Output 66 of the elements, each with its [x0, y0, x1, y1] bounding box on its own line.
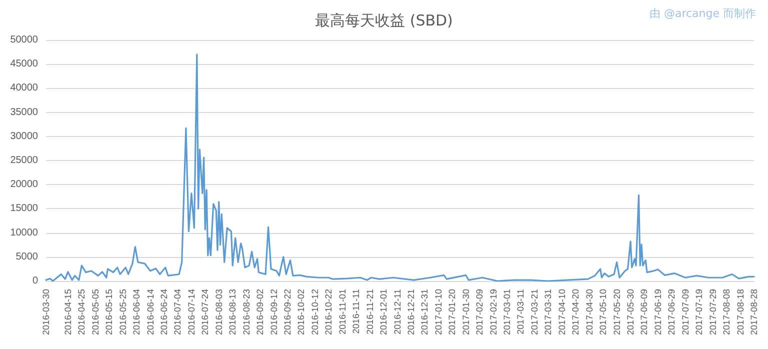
- x-tick-label: 2017-05-30: [626, 289, 636, 336]
- x-tick-label: 2016-12-31: [420, 289, 430, 336]
- x-tick-label: 2017-05-20: [612, 289, 622, 336]
- line-series: [45, 54, 755, 282]
- y-tick-label: 45000: [10, 58, 38, 70]
- x-tick-label: 2016-07-24: [200, 289, 210, 336]
- y-tick-label: 10000: [10, 227, 38, 238]
- y-tick-label: 20000: [10, 179, 38, 190]
- x-tick-label: 2016-08-03: [214, 289, 224, 336]
- x-tick-label: 2016-09-12: [268, 289, 279, 336]
- x-tick-label: 2017-03-11: [516, 289, 526, 334]
- x-tick-label: 2016-07-04: [172, 289, 183, 336]
- x-tick-label: 2016-08-23: [241, 289, 252, 336]
- x-tick-label: 2017-06-19: [652, 289, 663, 336]
- x-tick-label: 2017-03-01: [502, 289, 512, 336]
- x-tick-label: 2017-08-28: [749, 289, 759, 336]
- x-tick-label: 2017-08-18: [735, 289, 746, 336]
- x-tick-label: 2017-06-09: [639, 289, 650, 336]
- x-tick-label: 2017-02-09: [474, 289, 485, 336]
- x-tick-label: 2016-04-15: [62, 289, 73, 336]
- x-tick-label: 2016-11-01: [337, 289, 348, 334]
- y-tick-label: 5000: [16, 251, 38, 262]
- x-tick-label: 2016-04-25: [76, 289, 87, 336]
- y-tick-label: 15000: [10, 203, 38, 214]
- y-tick-label: 40000: [10, 82, 38, 94]
- x-tick-label: 2017-03-21: [529, 289, 540, 336]
- x-tick-label: 2017-07-09: [680, 289, 690, 336]
- x-tick-label: 2016-03-30: [41, 289, 51, 336]
- x-tick-label: 2016-10-22: [324, 289, 334, 336]
- x-tick-label: 2017-07-19: [694, 289, 704, 336]
- y-tick-label: 35000: [10, 106, 38, 118]
- x-tick-label: 2017-04-30: [584, 289, 594, 336]
- chart-title: 最高每天收益 (SBD): [315, 12, 453, 30]
- x-tick-label: 2017-04-10: [556, 289, 567, 336]
- x-tick-label: 2017-05-10: [598, 289, 608, 336]
- y-tick-label: 25000: [10, 155, 38, 166]
- x-tick-label: 2017-03-31: [543, 289, 554, 336]
- x-tick-label: 2017-04-20: [570, 289, 581, 336]
- x-tick-label: 2016-05-05: [90, 289, 100, 336]
- y-tick-label: 50000: [10, 34, 38, 46]
- x-tick-label: 2016-05-25: [118, 289, 128, 336]
- y-tick-label: 0: [32, 276, 38, 286]
- x-tick-label: 2017-06-29: [666, 289, 677, 336]
- x-tick-label: 2017-01-30: [460, 289, 471, 336]
- x-tick-label: 2016-10-02: [296, 289, 306, 336]
- x-tick-label: 2016-06-24: [159, 289, 169, 336]
- x-tick-label: 2016-05-15: [104, 289, 114, 336]
- x-tick-label: 2016-10-12: [310, 289, 320, 336]
- x-tick-label: 2016-07-14: [186, 289, 196, 336]
- x-tick-label: 2016-12-01: [378, 289, 389, 336]
- x-tick-label: 2016-06-04: [132, 289, 142, 336]
- x-tick-label: 2016-11-21: [364, 289, 375, 334]
- x-tick-label: 2017-01-10: [433, 289, 444, 336]
- x-tick-label: 2017-01-20: [447, 289, 458, 336]
- y-tick-label: 30000: [10, 130, 38, 142]
- x-tick-label: 2016-12-11: [392, 289, 402, 334]
- x-tick-label: 2016-08-13: [228, 289, 238, 336]
- text: 由 @arcange 而制作: [649, 7, 756, 20]
- x-tick-label: 2017-02-19: [488, 289, 498, 336]
- x-tick-label: 2016-06-14: [145, 289, 156, 336]
- x-tick-label: 2017-08-08: [722, 289, 732, 336]
- x-tick-label: 2016-09-22: [282, 289, 292, 336]
- x-tick-label: 2016-11-11: [351, 289, 362, 334]
- x-tick-label: 2017-07-29: [708, 289, 718, 336]
- x-tick-label: 2016-12-21: [406, 289, 416, 336]
- x-tick-label: 2016-09-02: [255, 289, 266, 336]
